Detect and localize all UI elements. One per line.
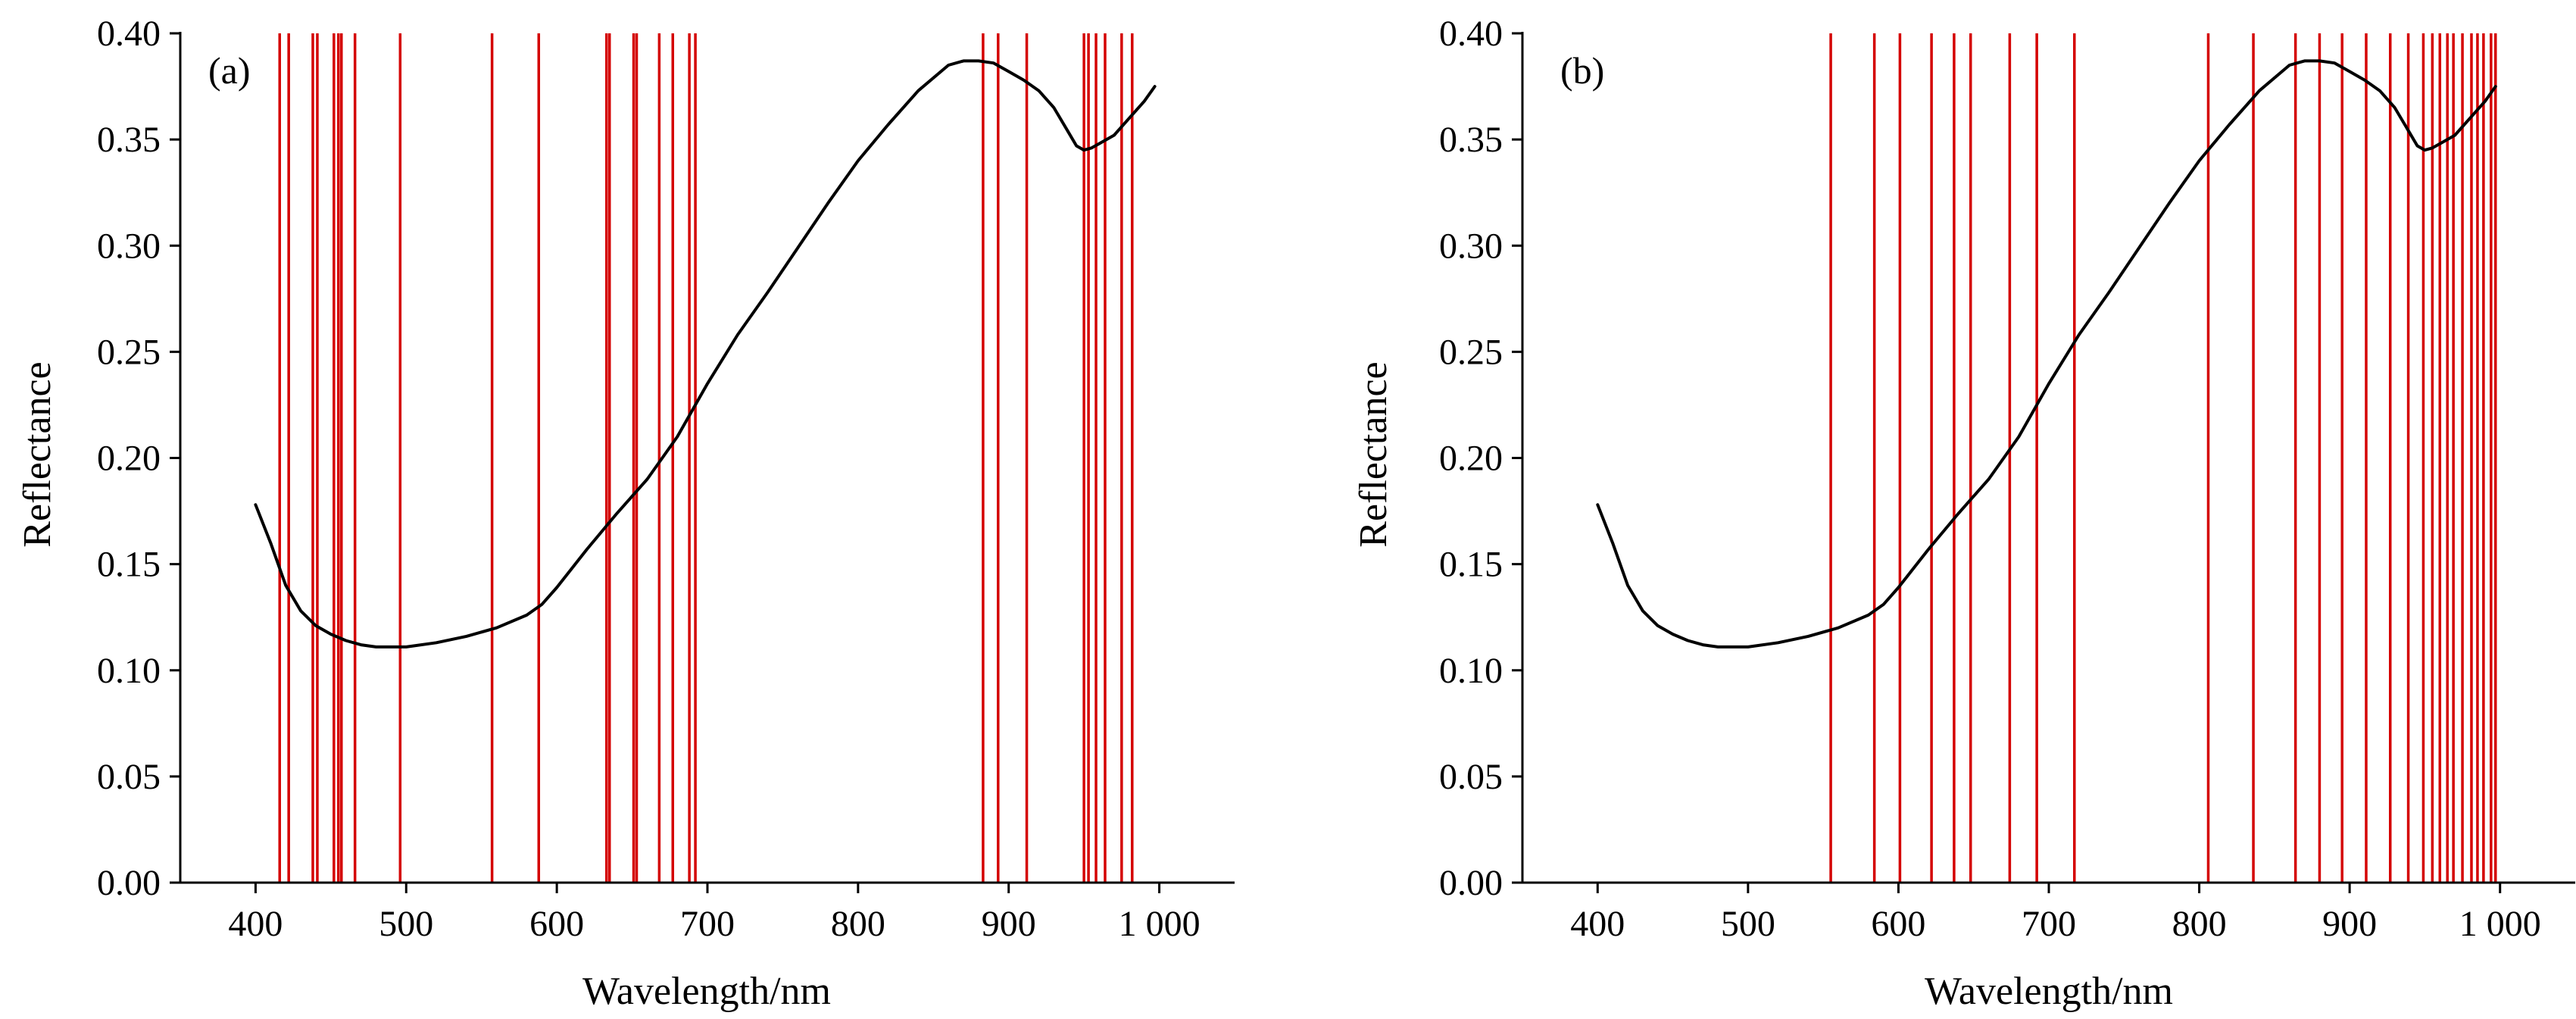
x-tick-label-4: 800 [831, 904, 885, 944]
y-axis-label-b: Reflectance [1352, 361, 1395, 547]
y-tick-label-2: 0.10 [97, 651, 161, 691]
reflectance-curve-0 [1596, 59, 2497, 649]
reflectance-curve-0 [254, 59, 1157, 649]
y-tick-label-8: 0.40 [97, 14, 161, 54]
y-tick-label-4: 0.20 [97, 439, 161, 479]
panel-b: 400 500 600 700 800 900 1 000 0.00 0.05 0.10 0.15 0… [1352, 14, 2575, 1013]
y-tick-label-7: 0.35 [1439, 120, 1503, 160]
band-lines-b [1829, 33, 2497, 883]
y-tick-label-1: 0.05 [97, 757, 161, 797]
x-tick-label-5: 900 [2322, 904, 2377, 944]
y-tick-label-0: 0.00 [97, 863, 161, 903]
axes-a: 400 500 600 700 800 900 1 000 0.00 0.05 0.10 0.15 0… [97, 14, 1235, 944]
x-tick-label-0: 400 [1570, 904, 1625, 944]
y-tick-label-5: 0.25 [1439, 332, 1503, 372]
x-tick-label-2: 600 [1871, 904, 1925, 944]
y-tick-label-3: 0.15 [1439, 545, 1503, 585]
axes-b: 400 500 600 700 800 900 1 000 0.00 0.05 0.10 0.15 0… [1439, 14, 2575, 944]
x-tick-label-0: 400 [228, 904, 283, 944]
x-tick-label-3: 700 [2022, 904, 2076, 944]
y-tick-label-5: 0.25 [97, 332, 161, 372]
y-tick-label-0: 0.00 [1439, 863, 1503, 903]
x-tick-label-1: 500 [1721, 904, 1775, 944]
y-tick-label-8: 0.40 [1439, 14, 1503, 54]
x-tick-label-5: 900 [982, 904, 1036, 944]
y-tick-label-4: 0.20 [1439, 439, 1503, 479]
series-a [254, 59, 1157, 649]
y-tick-label-6: 0.30 [97, 226, 161, 266]
panel-label-a: (a) [208, 49, 251, 92]
x-tick-label-1: 500 [379, 904, 433, 944]
band-lines-a [278, 33, 1134, 883]
y-tick-label-3: 0.15 [97, 545, 161, 585]
x-tick-label-3: 700 [680, 904, 735, 944]
x-tick-label-6: 1 000 [2459, 904, 2541, 944]
y-tick-label-7: 0.35 [97, 120, 161, 160]
y-tick-label-6: 0.30 [1439, 226, 1503, 266]
y-tick-label-1: 0.05 [1439, 757, 1503, 797]
x-tick-label-2: 600 [529, 904, 584, 944]
x-tick-label-4: 800 [2172, 904, 2227, 944]
panel-a: 400 500 600 700 800 900 1 000 0.00 0.05 0.10 0.15 0… [16, 14, 1235, 1013]
panel-label-b: (b) [1560, 49, 1604, 92]
x-axis-label-b: Wavelength/nm [1925, 970, 2173, 1013]
x-axis-label-a: Wavelength/nm [582, 970, 831, 1013]
y-axis-label-a: Reflectance [16, 361, 59, 547]
x-tick-label-6: 1 000 [1119, 904, 1201, 944]
series-b [1596, 59, 2497, 649]
y-tick-label-2: 0.10 [1439, 651, 1503, 691]
